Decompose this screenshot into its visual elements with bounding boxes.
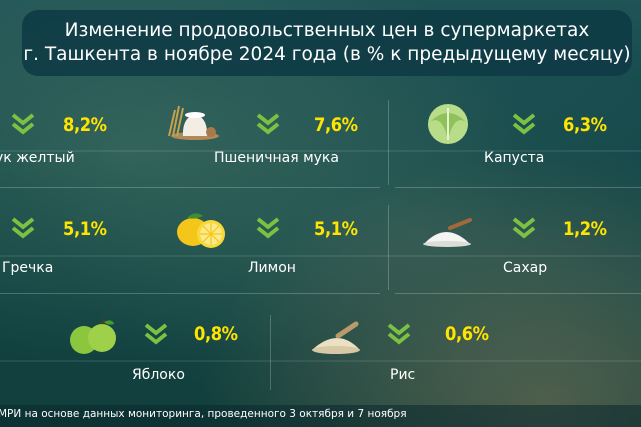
decrease-chevron-icon: [11, 217, 35, 239]
price-change-value: 0,8%: [194, 323, 238, 345]
product-name: Капуста: [484, 150, 545, 166]
shelf-line: [0, 360, 641, 362]
price-change-value: 0,6%: [445, 323, 489, 345]
lemon-icon: [177, 213, 225, 248]
product-name: Яблоко: [132, 367, 185, 383]
title-line-1: Изменение продовольственных цен в суперм…: [64, 20, 590, 41]
decrease-chevron-icon: [256, 217, 280, 239]
sugar-icon: [423, 218, 472, 247]
title-line-2: г. Ташкента в ноябре 2024 года (в % к пр…: [23, 44, 631, 65]
source-footer: МРИ на основе данных мониторинга, провед…: [0, 405, 641, 427]
source-note: МРИ на основе данных мониторинга, провед…: [0, 408, 407, 420]
cabbage-icon: [428, 104, 468, 144]
price-change-value: 1,2%: [563, 218, 607, 240]
grid-divider: [395, 187, 641, 188]
shelf-line: [0, 150, 641, 152]
decrease-chevron-icon: [256, 113, 280, 135]
rice-icon: [312, 321, 360, 354]
decrease-chevron-icon: [11, 113, 35, 135]
shelf-line: [0, 255, 641, 257]
flour-icon: [168, 105, 219, 140]
grid-divider: [388, 205, 389, 290]
product-name: Рис: [390, 367, 416, 383]
price-change-value: 8,2%: [63, 114, 107, 136]
price-change-value: 5,1%: [314, 218, 358, 240]
header-banner: Изменение продовольственных цен в суперм…: [22, 10, 632, 76]
grid-divider: [395, 293, 641, 294]
grid-divider: [0, 293, 380, 294]
product-name: Гречка: [2, 260, 54, 276]
decrease-chevron-icon: [144, 323, 168, 345]
product-name: Сахар: [503, 260, 548, 276]
grid-divider: [0, 187, 380, 188]
apple-icon: [70, 318, 116, 354]
price-change-value: 6,3%: [563, 114, 607, 136]
price-change-value: 5,1%: [63, 218, 107, 240]
price-change-value: 7,6%: [314, 114, 358, 136]
decrease-chevron-icon: [512, 217, 536, 239]
product-name: Пшеничная мука: [214, 150, 339, 166]
decrease-chevron-icon: [512, 113, 536, 135]
decrease-chevron-icon: [387, 323, 411, 345]
grid-divider: [388, 100, 389, 185]
product-name: Лимон: [248, 260, 296, 276]
product-name: ук желтый: [0, 150, 75, 166]
grid-divider: [270, 315, 271, 390]
